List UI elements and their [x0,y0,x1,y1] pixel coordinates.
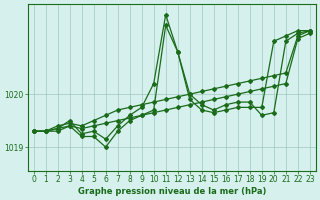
X-axis label: Graphe pression niveau de la mer (hPa): Graphe pression niveau de la mer (hPa) [77,187,266,196]
